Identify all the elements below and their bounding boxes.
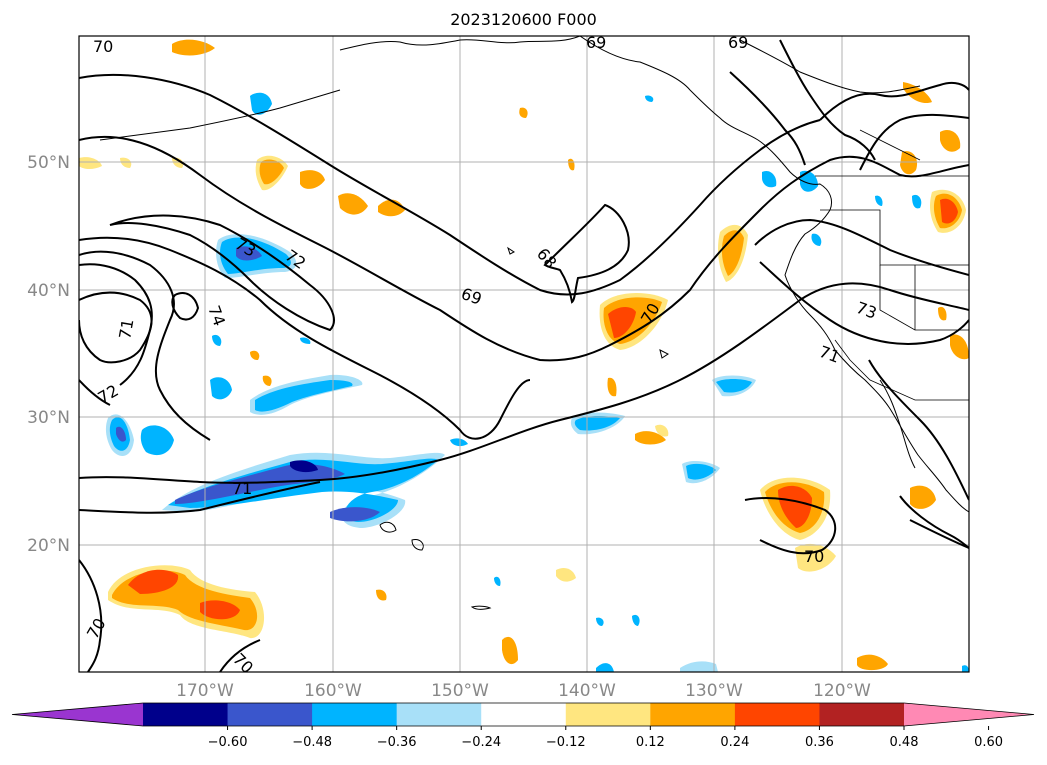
colorbar-segment (819, 703, 905, 726)
lat-label: 50°N (27, 153, 70, 173)
contour-label: 70 (93, 37, 113, 56)
colorbar-segment (734, 703, 820, 726)
colorbar-segment (312, 703, 398, 726)
map-area: 70 73 72 74 71 72 71 69 68 69 70 73 71 7… (79, 33, 969, 672)
lon-label: 120°W (813, 681, 871, 701)
negative-anomaly-shading (105, 92, 969, 672)
colorbar-outline (11, 702, 1035, 727)
colorbar-segment (396, 703, 482, 726)
colorbar-segment (565, 703, 651, 726)
colorbar-segment (481, 703, 567, 726)
colorbar-tick-label: 0.12 (636, 735, 665, 750)
contour-label: 71 (115, 317, 137, 340)
colorbar: −0.60 −0.48 −0.36 −0.24 −0.12 0.12 0.24 0.36 0.4… (11, 702, 1035, 750)
colorbar-segment (650, 703, 736, 726)
contour-label: 69 (586, 33, 606, 52)
lon-label: 140°W (558, 681, 616, 701)
colorbar-segment (143, 703, 229, 726)
positive-anomaly-shading (79, 39, 969, 671)
colorbar-extend-low (12, 703, 143, 726)
colorbar-tick-label: −0.60 (208, 735, 248, 750)
lat-label: 30°N (27, 408, 70, 428)
colorbar-tick-label: 0.36 (805, 735, 834, 750)
lat-label: 20°N (27, 536, 70, 556)
map-title: 2023120600 F000 (450, 10, 597, 29)
map-frame (78, 35, 970, 673)
colorbar-tick-label: 0.24 (720, 735, 749, 750)
lon-label: 160°W (304, 681, 362, 701)
colorbar-tick-label: −0.24 (461, 735, 501, 750)
contour-label: 69 (728, 33, 748, 52)
colorbar-segment (227, 703, 313, 726)
lat-label: 40°N (27, 281, 70, 301)
contour-label: 70 (804, 547, 824, 566)
lon-label: 150°W (431, 681, 489, 701)
longitude-labels: 170°W 160°W 150°W 140°W 130°W 120°W (176, 681, 871, 701)
contour-label: 71 (232, 479, 252, 498)
colorbar-extend-high (904, 703, 1034, 726)
colorbar-tick-label: −0.48 (292, 735, 332, 750)
height-contours (79, 39, 969, 672)
colorbar-tick-label: 0.60 (974, 735, 1003, 750)
lon-label: 130°W (685, 681, 743, 701)
colorbar-tick-label: −0.12 (546, 735, 586, 750)
latitude-labels: 50°N 40°N 30°N 20°N (27, 153, 70, 556)
lon-label: 170°W (176, 681, 234, 701)
colorbar-tick-label: −0.36 (377, 735, 417, 750)
colorbar-tick-label: 0.48 (890, 735, 919, 750)
coastlines (99, 36, 969, 610)
